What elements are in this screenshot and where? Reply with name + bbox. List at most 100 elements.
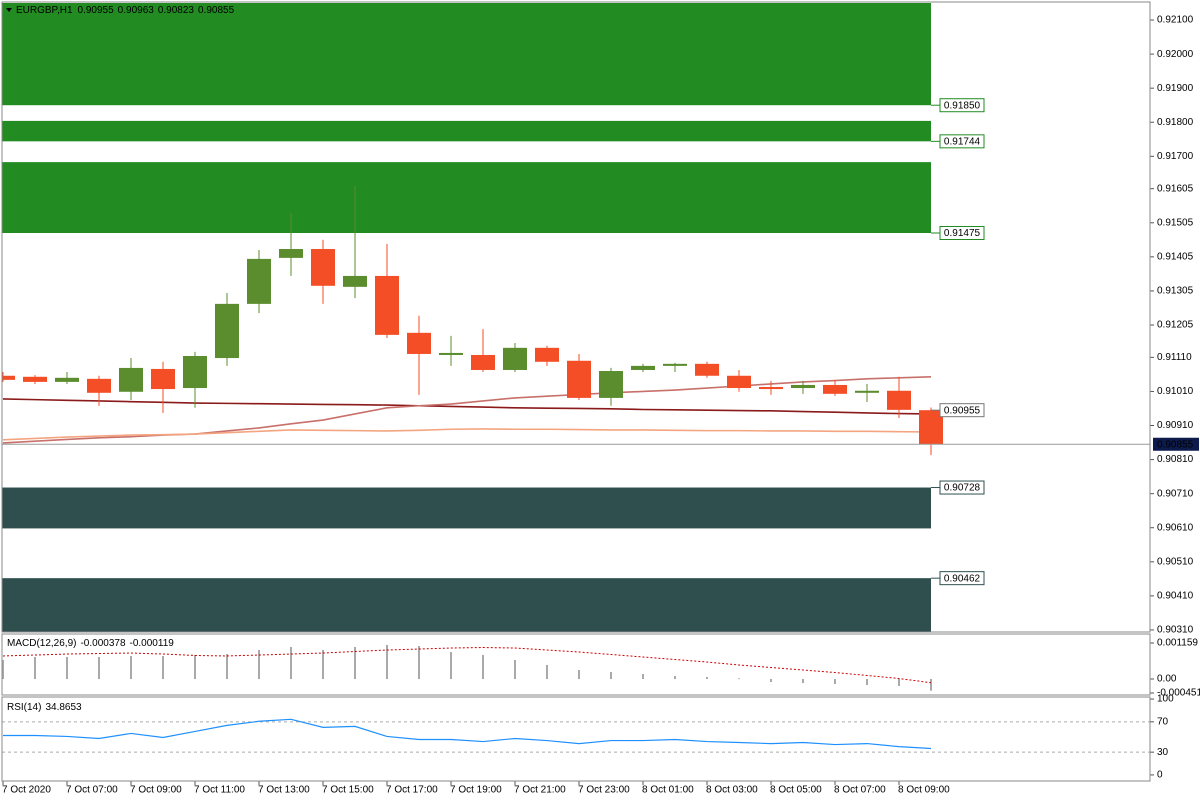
signal-line bbox=[2, 647, 932, 684]
candle-body bbox=[727, 375, 751, 389]
candle-body bbox=[759, 387, 783, 390]
y-tick-label: 30 bbox=[1157, 747, 1169, 758]
y-tick-label: 0.91800 bbox=[1157, 117, 1194, 128]
candle-body bbox=[567, 360, 591, 398]
candle-body bbox=[631, 365, 655, 370]
candle-body bbox=[503, 347, 527, 370]
candle-body bbox=[823, 384, 847, 394]
macd-bar bbox=[482, 654, 484, 680]
candle-body bbox=[663, 363, 687, 366]
macd-bar bbox=[2, 659, 4, 680]
zone bbox=[2, 3, 931, 106]
y-tick-label: 0.91900 bbox=[1157, 83, 1194, 94]
x-tick-label: 8 Oct 03:00 bbox=[706, 785, 758, 796]
candle-body bbox=[791, 384, 815, 389]
candle-body bbox=[247, 258, 271, 304]
x-tick-label: 7 Oct 19:00 bbox=[450, 785, 502, 796]
macd-plot bbox=[2, 644, 932, 691]
macd-value: -0.000378 bbox=[80, 638, 125, 649]
x-tick-label: 7 Oct 21:00 bbox=[514, 785, 566, 796]
header-close: 0.90855 bbox=[198, 5, 235, 16]
candle-body bbox=[311, 249, 335, 286]
y-tick-label: 100 bbox=[1157, 694, 1174, 705]
y-tick-label: 0.92000 bbox=[1157, 49, 1194, 60]
rsi-plot bbox=[2, 718, 1150, 753]
y-tick-label: 0.91205 bbox=[1157, 320, 1194, 331]
macd-bar bbox=[418, 646, 420, 680]
menu-arrow[interactable] bbox=[6, 8, 12, 12]
macd-bar bbox=[706, 677, 708, 680]
rsi-value: 34.8653 bbox=[45, 702, 82, 713]
macd-bar bbox=[162, 655, 164, 680]
macd-bar bbox=[546, 664, 548, 680]
overlay: 0.91850 0.91744 0.91475 0.90728 0.90462 0.921… bbox=[2, 15, 1200, 796]
candle-body bbox=[919, 410, 943, 445]
rsi-title: RSI(14) bbox=[7, 702, 41, 713]
y-tick-label: 0.91605 bbox=[1157, 183, 1194, 194]
header-open: 0.90955 bbox=[78, 5, 115, 16]
macd-bar bbox=[226, 654, 228, 680]
candle-body bbox=[407, 332, 431, 354]
y-tick-label: 0.90810 bbox=[1157, 454, 1194, 465]
candle-body bbox=[279, 249, 303, 258]
macd-bar bbox=[834, 679, 836, 685]
macd-bar bbox=[450, 652, 452, 680]
macd-bar bbox=[642, 674, 644, 680]
header-high: 0.90963 bbox=[118, 5, 155, 16]
macd-bar bbox=[770, 679, 772, 683]
macd-bar bbox=[578, 669, 580, 680]
x-tick-label: 7 Oct 23:00 bbox=[578, 785, 630, 796]
macd-frame bbox=[1, 633, 1151, 696]
macd-bar bbox=[322, 649, 324, 680]
zone-label: 0.91850 bbox=[944, 100, 981, 111]
candle-body bbox=[599, 370, 623, 398]
candle-body bbox=[2, 375, 15, 380]
candle-body bbox=[471, 354, 495, 370]
x-tick-label: 7 Oct 09:00 bbox=[130, 785, 182, 796]
rsi-header: RSI(14) 34.8653 bbox=[7, 702, 82, 713]
y-tick-label: 0.91700 bbox=[1157, 151, 1194, 162]
price-label: 0.90955 bbox=[944, 405, 981, 416]
candle-body bbox=[535, 347, 559, 362]
macd-bar bbox=[674, 675, 676, 680]
candle-body bbox=[375, 275, 399, 335]
macd-bar bbox=[802, 679, 804, 684]
macd-bar bbox=[34, 657, 36, 680]
y-tick-label: 0.91010 bbox=[1157, 386, 1194, 397]
rsi-frame bbox=[1, 696, 1151, 782]
macd-bar bbox=[610, 672, 612, 680]
y-tick-label: 0.90610 bbox=[1157, 522, 1194, 533]
macd-bar bbox=[386, 644, 388, 680]
candle-body bbox=[183, 356, 207, 389]
candle-body bbox=[887, 390, 911, 410]
zone bbox=[2, 578, 931, 632]
y-tick-label: 0.90710 bbox=[1157, 488, 1194, 499]
y-tick-label: 0.91110 bbox=[1157, 352, 1192, 363]
x-tick-label: 8 Oct 05:00 bbox=[770, 785, 822, 796]
candle-body bbox=[695, 363, 719, 376]
macd-bar bbox=[66, 657, 68, 680]
zone-label: 0.91475 bbox=[944, 228, 981, 239]
y-tick-label: 0.90910 bbox=[1157, 420, 1194, 431]
y-tick-label: 0.00 bbox=[1157, 674, 1177, 685]
main-frame bbox=[1, 1, 1151, 633]
x-tick-label: 7 Oct 2020 bbox=[2, 785, 51, 796]
candle-body bbox=[119, 367, 143, 392]
candle-body bbox=[55, 377, 79, 382]
candle-body bbox=[439, 352, 463, 355]
macd-bar bbox=[514, 659, 516, 680]
y-tick-label: 0.90510 bbox=[1157, 556, 1194, 567]
macd-bar bbox=[738, 678, 740, 680]
x-tick-label: 7 Oct 07:00 bbox=[66, 785, 118, 796]
y-tick-label: 0.91505 bbox=[1157, 217, 1194, 228]
macd-bar bbox=[130, 655, 132, 680]
y-tick-label: 0.90410 bbox=[1157, 591, 1194, 602]
candle-body bbox=[343, 275, 367, 287]
zone bbox=[2, 162, 931, 233]
x-tick-label: 7 Oct 17:00 bbox=[386, 785, 438, 796]
signal-value: -0.000119 bbox=[130, 638, 175, 649]
last-price-label: 0.90855 bbox=[1157, 439, 1194, 450]
macd-bar bbox=[194, 654, 196, 680]
y-tick-label: 70 bbox=[1157, 716, 1169, 727]
